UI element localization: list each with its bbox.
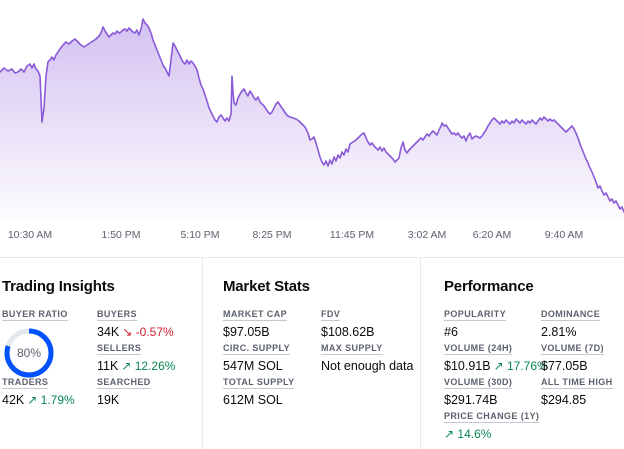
- stat-label-volume-30d[interactable]: VOLUME (30D): [444, 377, 513, 389]
- horizontal-divider: [0, 257, 624, 258]
- buyer-ratio-donut: 80%: [3, 327, 55, 379]
- stat-value-dominance: 2.81%: [541, 325, 577, 339]
- donut-chart-svg: [4, 328, 54, 378]
- stat-label-searched[interactable]: SEARCHED: [97, 377, 151, 389]
- stat-label-buyers[interactable]: BUYERS: [97, 309, 137, 321]
- panel-performance: Performance POPULARITY #6 DOMINANCE 2.81…: [420, 258, 624, 449]
- stat-label-all-time-high[interactable]: ALL TIME HIGH: [541, 377, 613, 389]
- panel-trading-insights: Trading Insights BUYER RATIO 80% BUYERS …: [0, 258, 202, 449]
- time-tick-label: 9:40 AM: [544, 229, 584, 241]
- stat-value-circ-supply: 547M SOL: [223, 359, 283, 373]
- stat-change-sellers: ↗ 12.26%: [121, 359, 176, 373]
- stat-label-max-supply[interactable]: MAX SUPPLY: [321, 343, 383, 355]
- stat-label-volume-7d[interactable]: VOLUME (7D): [541, 343, 604, 355]
- stat-sellers: SELLERS 11K ↗ 12.26%: [97, 337, 202, 373]
- chart-price-line: [0, 18, 624, 213]
- stat-value-volume-7d: $77.05B: [541, 359, 588, 373]
- stat-value-buyers: 34K: [97, 325, 120, 339]
- stat-change-traders: ↗ 1.79%: [27, 393, 75, 407]
- stat-volume-7d: VOLUME (7D) $77.05B: [541, 337, 624, 373]
- stat-change-buyers: ↘ -0.57%: [122, 325, 174, 339]
- stat-label-fdv[interactable]: FDV: [321, 309, 341, 321]
- stat-value-popularity: #6: [444, 325, 458, 339]
- stat-value-traders: 42K: [2, 393, 25, 407]
- price-chart-svg: [0, 18, 624, 220]
- time-axis: 10:30 AM 1:50 PM 5:10 PM 8:25 PM 11:45 PM 3:0…: [0, 229, 624, 243]
- stat-label-price-change-1y[interactable]: PRICE CHANGE (1Y): [444, 411, 540, 423]
- stat-searched: SEARCHED 19K: [97, 371, 202, 407]
- time-tick-label: 11:45 PM: [329, 229, 375, 241]
- insights-grid: BUYER RATIO 80% BUYERS 34K ↘ -0.57% SELLE…: [2, 303, 202, 407]
- stat-value-market-cap: $97.05B: [223, 325, 270, 339]
- time-tick-label: 1:50 PM: [101, 229, 141, 241]
- stat-change-volume-24h: ↗ 17.76%: [493, 359, 548, 373]
- stat-label-circ-supply[interactable]: CIRC. SUPPLY: [223, 343, 290, 355]
- stat-label-traders[interactable]: TRADERS: [2, 377, 49, 389]
- stat-value-sellers: 11K: [97, 359, 119, 373]
- time-tick-label: 6:20 AM: [472, 229, 512, 241]
- donut-arc: [4, 328, 54, 378]
- stat-change-price-change-1y: ↗ 14.6%: [444, 427, 492, 441]
- stat-label-popularity[interactable]: POPULARITY: [444, 309, 507, 321]
- time-tick-label: 8:25 PM: [252, 229, 292, 241]
- stat-label-total-supply[interactable]: TOTAL SUPPLY: [223, 377, 295, 389]
- stat-value-max-supply: Not enough data: [321, 359, 414, 373]
- stat-label-dominance[interactable]: DOMINANCE: [541, 309, 601, 321]
- stat-dominance: DOMINANCE 2.81%: [541, 303, 624, 339]
- stat-buyer-ratio: BUYER RATIO 80%: [2, 303, 97, 379]
- time-tick-label: 5:10 PM: [180, 229, 220, 241]
- price-chart[interactable]: [0, 0, 624, 220]
- stat-all-time-high: ALL TIME HIGH $294.85: [541, 371, 624, 407]
- stat-traders: TRADERS 42K ↗ 1.79%: [2, 371, 97, 407]
- stat-value-volume-30d: $291.74B: [444, 393, 498, 407]
- stat-volume-24h: VOLUME (24H) $10.91B ↗ 17.76%: [444, 337, 548, 373]
- time-tick-label: 3:02 AM: [407, 229, 447, 241]
- stat-label-market-cap[interactable]: MARKET CAP: [223, 309, 287, 321]
- stat-value-all-time-high: $294.85: [541, 393, 587, 407]
- market-grid: MARKET CAP $97.05B FDV $108.62B CIRC. SU…: [223, 303, 420, 407]
- stat-market-cap: MARKET CAP $97.05B: [223, 303, 321, 339]
- stat-value-fdv: $108.62B: [321, 325, 375, 339]
- stat-label-volume-24h[interactable]: VOLUME (24H): [444, 343, 513, 355]
- performance-grid: POPULARITY #6 DOMINANCE 2.81% VOLUME (24…: [444, 303, 624, 441]
- time-tick-label: 10:30 AM: [7, 229, 53, 241]
- stat-volume-30d: VOLUME (30D) $291.74B: [444, 371, 541, 407]
- stat-total-supply: TOTAL SUPPLY 612M SOL: [223, 371, 321, 407]
- stat-popularity: POPULARITY #6: [444, 303, 541, 339]
- stat-buyers: BUYERS 34K ↘ -0.57%: [97, 303, 202, 339]
- stat-label-buyer-ratio[interactable]: BUYER RATIO: [2, 309, 68, 321]
- stat-circ-supply: CIRC. SUPPLY 547M SOL: [223, 337, 321, 373]
- stat-value-volume-24h: $10.91B: [444, 359, 491, 373]
- panel-market-stats: Market Stats MARKET CAP $97.05B FDV $108…: [202, 258, 420, 449]
- stat-label-sellers[interactable]: SELLERS: [97, 343, 142, 355]
- stat-value-searched: 19K: [97, 393, 120, 407]
- stat-price-change-1y: PRICE CHANGE (1Y) ↗ 14.6%: [444, 405, 541, 441]
- panel-title: Market Stats: [223, 278, 310, 295]
- stat-fdv: FDV $108.62B: [321, 303, 420, 339]
- stat-max-supply: MAX SUPPLY Not enough data: [321, 337, 420, 373]
- chart-area-fill: [0, 19, 624, 220]
- buyer-ratio-value: 80%: [16, 346, 42, 360]
- stat-value-total-supply: 612M SOL: [223, 393, 283, 407]
- panel-title: Trading Insights: [2, 278, 115, 295]
- panel-title: Performance: [444, 278, 534, 295]
